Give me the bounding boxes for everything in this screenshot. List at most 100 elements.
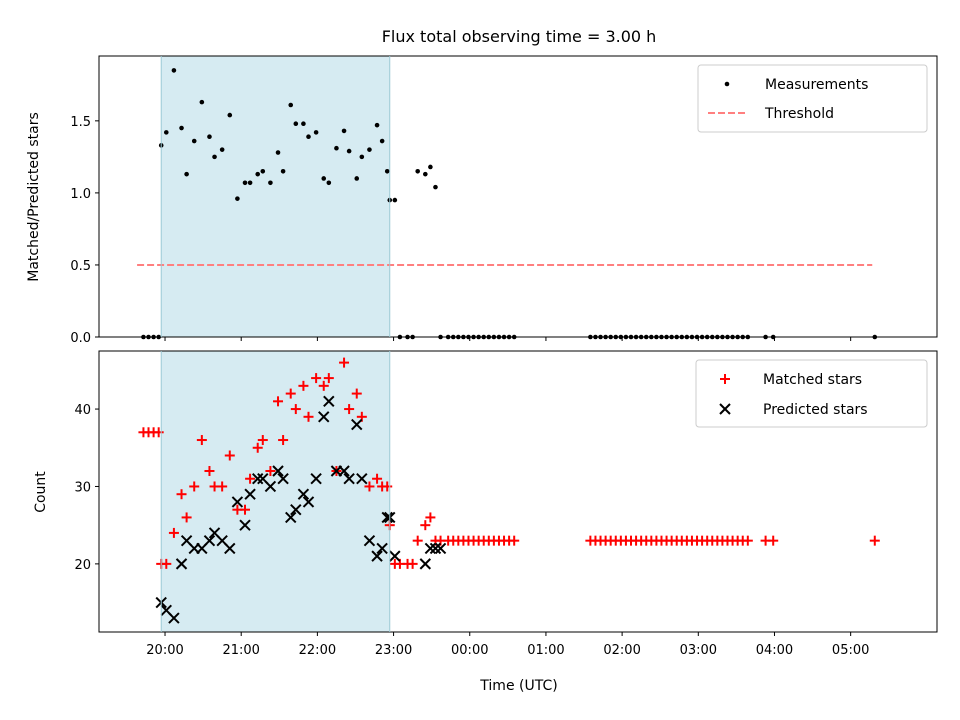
legend-marker-predicted-stars xyxy=(719,403,731,415)
measurements-point xyxy=(184,171,189,177)
measurements-point xyxy=(288,102,294,108)
matched-stars-point xyxy=(311,373,322,384)
y-tick-label: 20 xyxy=(74,558,91,573)
x-tick-label: 23:00 xyxy=(375,643,412,658)
x-tick-label: 22:00 xyxy=(299,643,336,658)
predicted-stars-point xyxy=(381,511,393,524)
legend-marker-matched-stars xyxy=(720,374,730,384)
matched-stars-point xyxy=(153,427,164,438)
measurements-point xyxy=(374,122,380,128)
measurements-point xyxy=(321,176,327,181)
measurements-point xyxy=(212,154,217,160)
top-observing-window xyxy=(161,56,390,337)
measurements-point xyxy=(242,180,248,186)
legend-label-matched-stars: Matched stars xyxy=(763,372,862,388)
predicted-stars-point xyxy=(343,473,355,485)
measurements-point xyxy=(227,112,233,118)
predicted-stars-point xyxy=(302,496,315,508)
matched-stars-point xyxy=(351,388,362,399)
predicted-stars-point xyxy=(371,550,383,562)
measurements-point xyxy=(379,138,385,144)
matched-stars-point xyxy=(382,481,393,492)
measurements-point xyxy=(163,130,169,135)
predicted-stars-point xyxy=(290,503,302,516)
matched-stars-point xyxy=(339,357,350,368)
x-tick-label: 02:00 xyxy=(603,643,640,658)
predicted-stars-point xyxy=(389,550,401,562)
bottom-y-axis-label: Count xyxy=(33,471,49,513)
matched-stars-point xyxy=(425,512,436,523)
measurements-point xyxy=(313,130,319,135)
predicted-stars-point xyxy=(168,612,180,624)
matched-stars-point xyxy=(412,535,423,546)
matched-stars-point xyxy=(768,535,779,546)
y-tick-label: 0.5 xyxy=(70,259,91,274)
y-tick-label: 1.5 xyxy=(70,115,91,130)
matched-stars-point xyxy=(273,396,284,407)
matched-stars-point xyxy=(196,435,207,446)
predicted-stars-point xyxy=(323,395,335,408)
matched-stars-point xyxy=(168,527,179,538)
matched-stars-point xyxy=(323,373,334,384)
predicted-stars-point xyxy=(239,519,251,531)
top-axes-frame xyxy=(98,55,938,338)
measurements-point xyxy=(415,168,420,174)
matched-stars-point xyxy=(742,535,753,546)
measurements-point xyxy=(260,168,266,174)
matched-stars-point xyxy=(204,465,215,476)
x-tick-label: 00:00 xyxy=(451,643,488,658)
measurements-point xyxy=(423,171,428,177)
y-tick-label: 30 xyxy=(74,480,91,495)
predicted-stars-point xyxy=(285,511,297,524)
legend-marker-measurements xyxy=(724,81,730,87)
predicted-stars-point xyxy=(272,465,284,477)
matched-stars-point xyxy=(420,520,431,531)
predicted-stars-point xyxy=(252,473,264,485)
matched-stars-point xyxy=(181,512,192,523)
measurements-point xyxy=(306,134,311,139)
measurements-point xyxy=(346,148,352,154)
y-tick-label: 40 xyxy=(74,403,91,418)
measurements-point xyxy=(326,180,332,186)
bottom-axes-frame xyxy=(98,350,938,633)
top-y-axis-label: Matched/Predicted stars xyxy=(26,112,42,282)
matched-stars-point xyxy=(278,435,289,446)
matched-stars-point xyxy=(176,489,187,500)
predicted-stars-point xyxy=(376,542,388,555)
predicted-stars-point xyxy=(318,411,330,423)
matched-stars-point xyxy=(509,535,520,546)
matched-stars-point xyxy=(245,473,256,484)
predicted-stars-point xyxy=(224,542,236,555)
matched-stars-point xyxy=(290,404,301,415)
predicted-stars-point xyxy=(434,542,447,555)
y-tick-label: 0.0 xyxy=(70,331,91,346)
predicted-stars-point xyxy=(356,473,368,485)
measurements-point xyxy=(235,196,240,201)
measurements-point xyxy=(359,154,365,160)
predicted-stars-point xyxy=(297,488,310,500)
measurements-point xyxy=(341,128,347,134)
x-tick-label: 05:00 xyxy=(832,643,869,658)
measurements-point xyxy=(199,99,205,105)
measurements-point xyxy=(433,184,438,190)
predicted-stars-point xyxy=(351,418,363,431)
matched-stars-point xyxy=(372,473,383,484)
y-tick-label: 1.0 xyxy=(70,187,91,202)
measurements-point xyxy=(280,168,286,174)
matched-stars-point xyxy=(318,380,329,391)
predicted-stars-point xyxy=(419,558,432,570)
measurements-point xyxy=(301,121,306,127)
x-tick-label: 20:00 xyxy=(146,643,183,658)
predicted-stars-point xyxy=(231,496,244,508)
measurements-point xyxy=(191,138,197,144)
measurements-point xyxy=(207,134,212,139)
measurements-point xyxy=(334,145,339,151)
measurements-point xyxy=(255,171,261,177)
measurements-point xyxy=(354,176,360,181)
measurements-point xyxy=(392,197,398,203)
measurements-point xyxy=(384,168,390,174)
predicted-stars-point xyxy=(424,542,437,555)
matched-stars-point xyxy=(240,504,251,515)
matched-stars-point xyxy=(224,450,235,461)
